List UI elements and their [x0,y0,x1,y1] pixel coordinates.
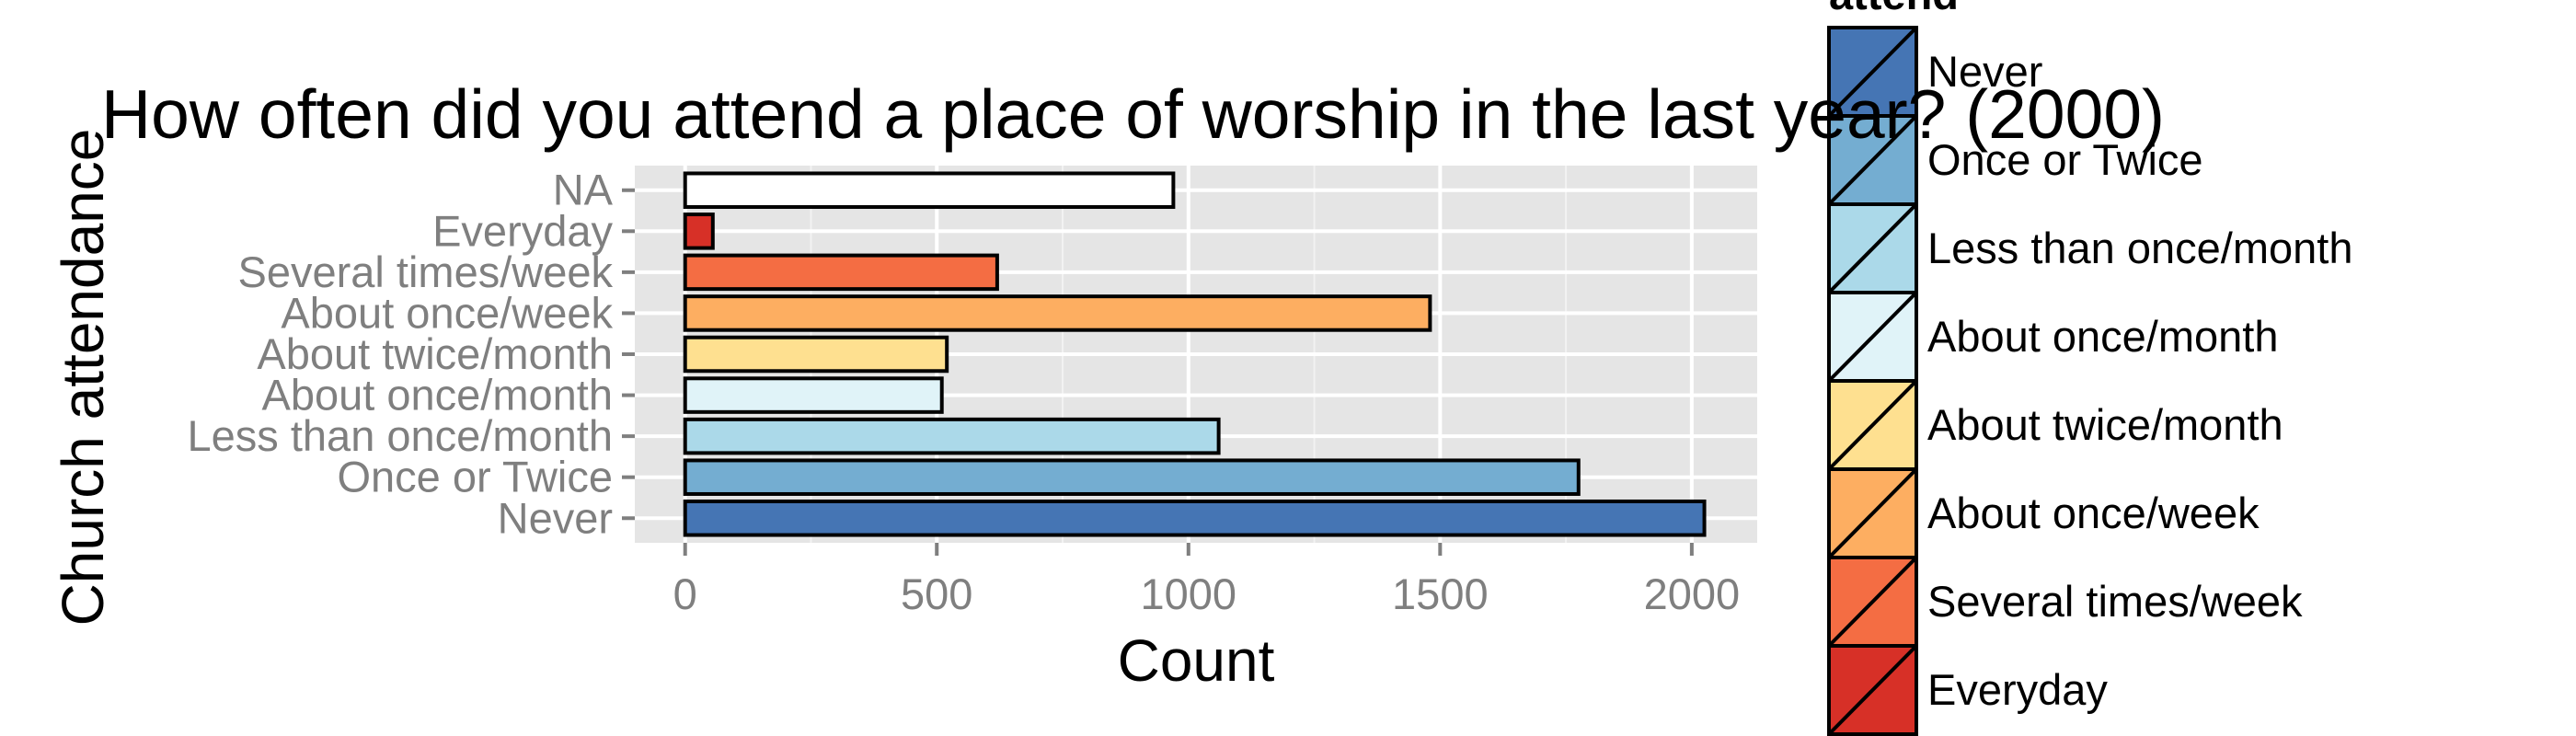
legend-label-less-than-once-month: Less than once/month [1927,224,2352,272]
legend-key-slash [1827,644,1918,736]
x-tick-label: 500 [901,569,972,618]
x-axis-title: Count [1118,627,1275,694]
bar-once-or-twice [683,458,1581,496]
legend-key-slash [1827,467,1918,559]
y-axis-title: Church attendance [50,129,116,627]
y-tick-label: Less than once/month [188,411,613,460]
y-tick-label: Several times/week [238,247,614,296]
legend-label-about-once-month: About once/month [1927,312,2279,361]
legend: attend Never Once or Twice Less than once/m… [1827,0,2352,736]
legend-key-slash [1827,202,1918,294]
bars [683,171,1707,537]
chart-title: How often did you attend a place of wors… [101,75,2165,153]
legend-key-slash [1827,556,1918,648]
bar-about-once-week [683,294,1432,332]
x-tick-label: 1000 [1141,569,1237,618]
legend-label-never: Never [1927,47,2042,96]
x-tick-label: 2000 [1644,569,1741,618]
x-tick-label: 1500 [1392,569,1489,618]
y-tick-label: NA [553,166,614,214]
y-tick-label: Never [498,493,613,542]
legend-title: attend [1829,0,1959,18]
legend-key-slash [1827,114,1918,206]
legend-key-slash [1827,379,1918,471]
y-tick-label: Once or Twice [337,453,613,501]
legend-key-slash [1827,291,1918,383]
bar-never [683,499,1707,537]
bar-about-once-month [683,376,944,414]
x-tick-label: 0 [673,569,697,618]
legend-label-everyday: Everyday [1927,665,2108,714]
bar-everyday [683,213,715,250]
bar-less-than-once-month [683,417,1221,455]
legend-label-about-twice-month: About twice/month [1927,400,2283,449]
legend-label-about-once-week: About once/week [1927,489,2260,537]
y-tick-label: About twice/month [257,329,613,378]
y-tick-label: Everyday [432,206,613,255]
bar-several-times-week [683,253,999,292]
bar-na [683,171,1176,210]
bar-about-twice-month [683,335,949,374]
legend-key-slash [1827,26,1918,118]
y-tick-label: About once/month [262,371,614,420]
legend-label-several-times-week: Several times/week [1927,577,2303,626]
legend-label-once-or-twice: Once or Twice [1927,135,2203,184]
y-tick-label: About once/week [281,288,613,337]
x-axis: 0 500 1000 1500 2000 [673,543,1741,618]
